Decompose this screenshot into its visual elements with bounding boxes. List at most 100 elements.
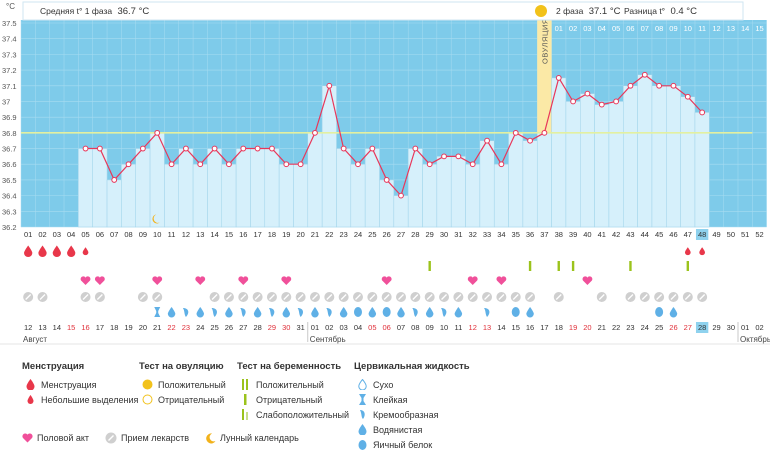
water-drop-icon [669, 307, 678, 318]
date-label: 01 [741, 323, 749, 332]
temperature-point [154, 129, 161, 136]
temperature-bar [121, 163, 136, 228]
temperature-bar [235, 148, 251, 228]
legend-ovulation-positive-row: Положительный [139, 377, 226, 392]
small-drop-icon [82, 247, 89, 256]
pregnancy-test-icon [428, 261, 431, 271]
cycle-day-label: 13 [196, 230, 204, 239]
legend-cervical-watery-row: Водянистая [354, 422, 470, 437]
pill-stroke [383, 294, 390, 300]
blood-drop-icon [24, 245, 33, 258]
y-tick-label: 36.3 [2, 207, 17, 216]
date-label: 24 [641, 323, 649, 332]
temperature-point [541, 129, 548, 136]
heart-icon [582, 276, 593, 285]
legend-pregnancy-positive-label: Положительный [256, 379, 324, 390]
temperature-point [584, 90, 591, 97]
creamy-icon [326, 308, 332, 317]
moon-icon [206, 432, 216, 443]
temperature-difference: Разница t° 0.4 °C [624, 6, 697, 17]
phase2-day-label: 09 [669, 24, 677, 33]
phase2-day-label: 01 [555, 24, 563, 33]
chart-header: Средняя t° 1 фаза 36.7 °C 2 фаза 37.1 °C… [22, 1, 744, 21]
temperature-point [326, 82, 333, 89]
temperature-point [139, 145, 146, 152]
cycle-day-label: 02 [38, 230, 46, 239]
legend-cervical-title: Цервикальная жидкость [354, 361, 470, 372]
cycle-day-label: 09 [139, 230, 147, 239]
pill-stroke [641, 294, 648, 300]
pill-stroke [670, 294, 677, 300]
temperature-point [369, 145, 376, 152]
legend-pregnancy-weak-label: Слабоположительный [256, 409, 350, 420]
date-label: 20 [139, 323, 147, 332]
cycle-day-label: 03 [53, 230, 61, 239]
temperature-point [211, 145, 218, 152]
water-drop-icon [397, 307, 405, 318]
temperature-bar [178, 148, 194, 228]
cycle-day-label: 26 [382, 230, 390, 239]
pill-stroke [25, 294, 32, 300]
temperature-point [670, 82, 677, 89]
temperature-bar [580, 93, 595, 228]
y-tick-label: 37.1 [2, 82, 17, 91]
temperature-point [527, 137, 533, 144]
blood-drop-icon [67, 245, 76, 258]
creamy-icon [441, 308, 447, 317]
temperature-point [240, 145, 247, 152]
temperature-bar [637, 74, 653, 228]
temperature-bar [551, 77, 567, 228]
month-label: Август [23, 335, 47, 344]
egg-white-icon [382, 307, 391, 317]
pill-stroke [268, 294, 275, 300]
y-tick-label: 36.8 [2, 129, 17, 138]
water-drop-icon [368, 307, 377, 318]
date-label: 27 [684, 323, 692, 332]
temperature-bar [149, 132, 165, 228]
cycle-day-label: 41 [598, 230, 606, 239]
y-tick-label: 36.5 [2, 176, 17, 185]
legend-cervical-eggwhite-label: Яичный белок [373, 439, 433, 450]
pill-stroke [254, 294, 261, 300]
temperature-bar [651, 85, 667, 228]
temperature-point [598, 101, 605, 108]
small-drop-icon [22, 395, 38, 404]
legend-cervical-dry-row: Сухо [354, 377, 470, 392]
date-label: 07 [397, 323, 405, 332]
phase2-label: 2 фаза [556, 6, 584, 16]
water-drop-icon [167, 307, 176, 318]
cycle-day-label: 18 [268, 230, 276, 239]
temperature-bar [393, 195, 409, 228]
pill-stroke [455, 294, 462, 300]
temperature-point [512, 129, 519, 136]
cycle-day-label: 35 [512, 230, 520, 239]
cycle-day-label: 05 [81, 230, 89, 239]
cycle-day-label: 17 [253, 230, 261, 239]
temperature-bar [106, 179, 122, 228]
cycle-day-label: 16 [239, 230, 247, 239]
pill-stroke [154, 294, 161, 300]
legend-bottom-row: Половой акт Прием лекарств Лунный календ… [22, 432, 299, 444]
pill-stroke [656, 294, 663, 300]
date-label: 28 [253, 323, 261, 332]
phase2-value: 37.1 °C [589, 6, 621, 17]
date-label: 26 [225, 323, 233, 332]
cycle-day-label: 01 [24, 230, 32, 239]
date-label: 14 [53, 323, 61, 332]
temperature-point [684, 93, 691, 100]
y-tick-label: 36.7 [2, 145, 17, 154]
creamy-icon [484, 308, 490, 317]
cycle-day-label: 28 [411, 230, 419, 239]
temperature-bar [450, 156, 466, 228]
legend-spotting-row: Небольшие выделения [22, 392, 138, 407]
phase1-label: Средняя t° 1 фаза [40, 6, 112, 16]
pregnancy-test-icon [629, 261, 632, 271]
legend-ovulation-test: Тест на овуляцию Положительный Отрицател… [139, 361, 226, 407]
date-label: 13 [38, 323, 46, 332]
temperature-bar [680, 96, 696, 228]
pill-stroke [211, 294, 218, 300]
cycle-day-label: 46 [669, 230, 677, 239]
cycle-day-label: 48 [698, 230, 706, 239]
pill-icon [105, 432, 117, 444]
temperature-point [570, 98, 576, 105]
